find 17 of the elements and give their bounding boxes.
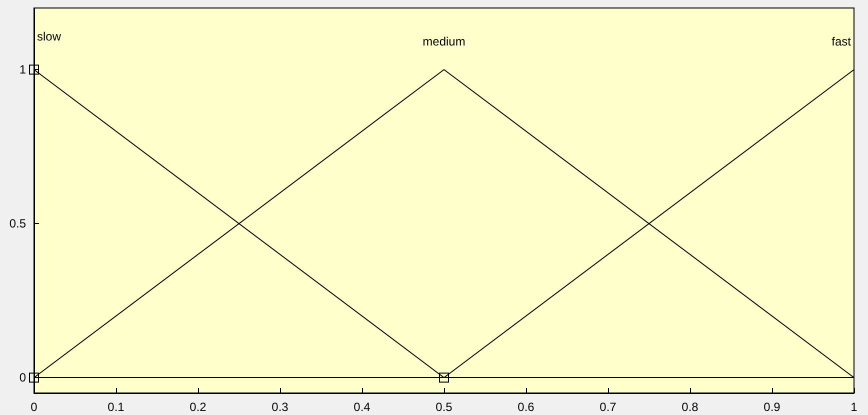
y-tick-label: 0.5 — [9, 216, 26, 231]
series-label: fast — [832, 34, 852, 49]
x-tick-label: 0 — [30, 400, 38, 414]
y-tick-label: 0 — [19, 370, 26, 385]
x-tick-label: 0.5 — [436, 400, 453, 414]
x-tick-label: 1 — [850, 400, 858, 414]
x-tick-label: 0.4 — [354, 400, 371, 414]
text: medium — [422, 34, 466, 49]
x-tick-label: 0.3 — [272, 400, 289, 414]
x-tick-label: 0.6 — [518, 400, 535, 414]
x-tick-label: 0.1 — [108, 400, 125, 414]
x-tick-label: 0.2 — [190, 400, 207, 414]
series-label: slow — [37, 30, 62, 44]
x-tick-label: 0.8 — [682, 400, 699, 414]
x-tick-label: 0.9 — [764, 400, 781, 414]
x-tick-label: 0.7 — [600, 400, 617, 414]
y-tick-label: 1 — [19, 62, 26, 77]
